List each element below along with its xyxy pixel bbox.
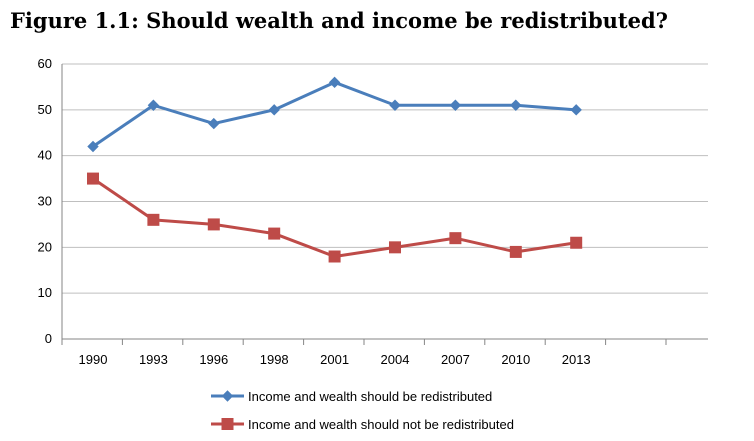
data-point (510, 99, 522, 111)
data-point (389, 99, 401, 111)
data-point (268, 104, 280, 116)
legend-marker (221, 418, 234, 430)
grid-lines (62, 63, 708, 294)
data-point (147, 213, 160, 226)
x-tick-label: 1990 (79, 352, 108, 367)
y-tick-label: 50 (38, 102, 52, 117)
axes (61, 64, 708, 345)
data-point (570, 104, 582, 116)
data-point (328, 250, 341, 263)
y-tick-label: 40 (38, 148, 52, 163)
x-tick-label: 2004 (381, 352, 410, 367)
data-point (389, 241, 401, 254)
legend-label: Income and wealth should not be redistri… (248, 417, 514, 432)
x-tick-label: 2001 (320, 352, 349, 367)
series-1 (87, 76, 582, 153)
data-point (87, 140, 99, 153)
chart-title: Figure 1.1: Should wealth and income be … (10, 8, 668, 33)
x-tick-label: 2010 (501, 352, 530, 367)
data-point (87, 172, 99, 185)
data-point (268, 227, 281, 240)
series-line (92, 177, 577, 258)
data-point (328, 76, 341, 89)
y-tick-label: 20 (38, 239, 52, 254)
data-point (207, 218, 220, 231)
x-tick-labels: 1990 1993 1996 1998 2001 2004 2007 2010 2013 (79, 352, 591, 367)
legend-item-1: Income and wealth should be redistribute… (211, 389, 492, 404)
legend-marker (221, 390, 234, 402)
legend-item-2: Income and wealth should not be redistri… (211, 417, 514, 432)
data-point (208, 117, 220, 130)
x-tick-label: 2007 (441, 352, 470, 367)
legend-label: Income and wealth should be redistribute… (248, 389, 492, 404)
data-point (449, 99, 462, 111)
data-point (449, 232, 462, 245)
y-tick-label: 30 (38, 194, 52, 209)
data-point (509, 245, 522, 258)
data-point (147, 99, 160, 111)
y-tick-label: 0 (45, 331, 52, 346)
legend: Income and wealth should be redistribute… (211, 389, 514, 432)
x-tick-label: 1998 (260, 352, 289, 367)
series-2 (87, 172, 583, 263)
data-point (570, 236, 583, 249)
x-tick-label: 2013 (562, 352, 591, 367)
y-tick-labels: 0 10 20 30 40 50 60 (38, 56, 52, 346)
x-tick-label: 1993 (139, 352, 168, 367)
y-tick-label: 60 (38, 56, 52, 71)
series-line (92, 80, 577, 148)
y-tick-label: 10 (38, 285, 52, 300)
x-tick-label: 1996 (199, 352, 228, 367)
series-group (87, 76, 583, 263)
